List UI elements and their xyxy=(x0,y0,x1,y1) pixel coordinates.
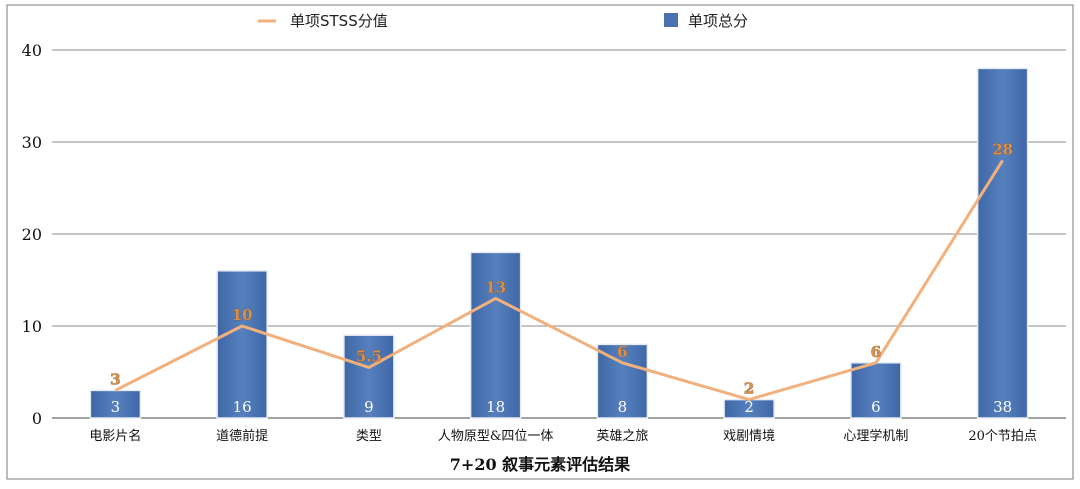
x-category-label: 道德前提 xyxy=(216,428,268,444)
bar-道德前提 xyxy=(216,270,268,419)
line-value-label: 28 xyxy=(992,140,1013,158)
bar-心理学机制 xyxy=(850,362,902,419)
bar-value-label: 38 xyxy=(993,398,1012,416)
x-category-label: 人物原型&四位一体 xyxy=(438,429,554,444)
legend-bar-swatch xyxy=(664,13,678,27)
bar-英雄之旅 xyxy=(596,343,649,419)
bar-value-label: 8 xyxy=(618,398,628,416)
line-value-label: 2 xyxy=(744,380,754,398)
line-value-label: 3 xyxy=(110,370,120,388)
line-value-label: 6 xyxy=(871,343,881,361)
x-category-label: 电影片名 xyxy=(89,428,141,444)
chart-title: 7+20 叙事元素评估结果 xyxy=(450,455,630,474)
bar-value-label: 18 xyxy=(486,398,505,416)
bar-20个节拍点 xyxy=(976,67,1029,419)
line-value-label: 5.5 xyxy=(356,347,382,365)
line-value-label: 6 xyxy=(617,343,627,361)
y-tick-label: 40 xyxy=(22,41,42,60)
x-category-label: 心理学机制 xyxy=(843,428,908,444)
y-tick-label: 10 xyxy=(22,317,42,336)
bar-value-label: 2 xyxy=(744,398,754,416)
legend-label-bar: 单项总分 xyxy=(688,12,748,30)
bar-类型 xyxy=(343,334,395,419)
line-value-label: 13 xyxy=(485,278,506,296)
x-category-label: 类型 xyxy=(356,429,382,444)
bar-人物原型&四位一体 xyxy=(469,251,522,419)
x-category-label: 英雄之旅 xyxy=(596,429,648,444)
bar-value-label: 9 xyxy=(364,398,374,416)
bar-电影片名 xyxy=(89,389,142,419)
legend-label-line: 单项STSS分值 xyxy=(290,12,388,30)
y-tick-label: 0 xyxy=(32,409,42,428)
bar-value-label: 6 xyxy=(871,398,881,416)
x-category-label: 20个节拍点 xyxy=(968,429,1037,444)
line-value-label: 10 xyxy=(232,306,253,324)
y-tick-label: 30 xyxy=(22,133,42,152)
bar-value-label: 3 xyxy=(111,398,121,416)
line-series-单项STSS分值 xyxy=(114,159,1004,402)
x-category-label: 戏剧情境 xyxy=(723,429,775,444)
y-tick-label: 20 xyxy=(22,225,42,244)
chart-border xyxy=(6,4,1074,480)
bar-value-label: 16 xyxy=(233,398,252,416)
